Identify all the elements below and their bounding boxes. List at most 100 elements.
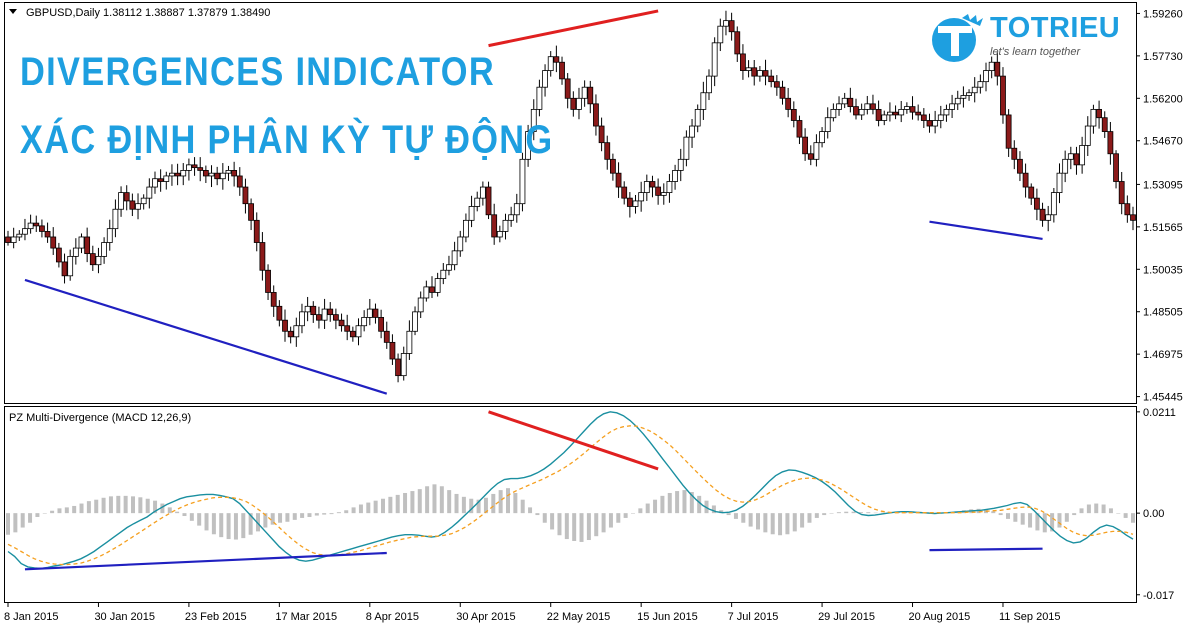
candle-bull <box>717 25 724 44</box>
histogram-bar <box>733 513 738 519</box>
histogram-bar <box>278 513 283 523</box>
candle-bull <box>321 308 328 321</box>
histogram-bar <box>476 499 481 514</box>
candle-bull <box>706 75 712 94</box>
candle-bull <box>638 192 645 202</box>
candle-bull <box>293 325 300 338</box>
histogram-bar <box>373 500 378 514</box>
candle-bear <box>270 292 277 307</box>
candle-bull <box>542 70 548 88</box>
histogram-bar <box>270 513 275 525</box>
candle-bear <box>236 175 243 188</box>
histogram-bar <box>631 513 635 514</box>
date-tick-label: 20 Aug 2015 <box>909 611 971 623</box>
histogram-bar <box>189 513 194 521</box>
candle-bear <box>1113 153 1119 182</box>
indicator-tick-label: 0.00 <box>1143 508 1164 520</box>
histogram-bar <box>682 490 687 514</box>
candle-bull <box>417 297 424 313</box>
candle-bear <box>5 236 11 243</box>
histogram-bar <box>483 497 488 514</box>
candle-bear <box>242 186 249 205</box>
histogram-bar <box>616 513 621 523</box>
candle-bear <box>751 67 758 77</box>
candle-bull <box>479 186 486 199</box>
candle-bear <box>259 242 266 271</box>
brand-logo[interactable]: TOTRIEU let's learn together <box>928 12 1120 64</box>
histogram-bar <box>748 513 753 527</box>
candle-bear <box>790 108 797 121</box>
logo-tagline: let's learn together <box>990 46 1081 58</box>
indicator-tick-label: -0.017 <box>1143 590 1174 602</box>
date-tick-label: 30 Jan 2015 <box>94 611 155 623</box>
title-line-2: XÁC ĐỊNH PHÂN KỲ TỰ ĐỘNG <box>20 118 554 162</box>
date-tick-label: 8 Jan 2015 <box>4 611 58 623</box>
symbol-dropdown-icon[interactable] <box>9 9 17 14</box>
candle-bull <box>169 172 175 177</box>
histogram-bar <box>42 513 47 514</box>
candle-bull <box>983 70 989 83</box>
candle-bull <box>1050 192 1057 216</box>
candle-bull <box>72 247 79 257</box>
histogram-bar <box>395 494 400 514</box>
candle-bull <box>700 92 707 110</box>
price-divergence-bearish <box>488 9 659 48</box>
candle-bear <box>191 164 198 169</box>
candle-bear <box>553 56 560 63</box>
candle-bull <box>988 61 995 71</box>
histogram-bar <box>689 492 694 514</box>
candle-bull <box>1062 158 1069 174</box>
histogram-bar <box>57 508 62 514</box>
price-divergence-bullish <box>24 278 388 395</box>
date-tick-label: 8 Apr 2015 <box>366 611 419 623</box>
candle-bear <box>174 172 181 177</box>
candle-bear <box>33 222 40 227</box>
candle-bull <box>463 219 469 238</box>
candle-bear <box>429 286 435 293</box>
candle-bear <box>1033 197 1040 210</box>
histogram-bar <box>1131 513 1135 523</box>
histogram-bar <box>829 513 834 514</box>
indicator-header: PZ Multi-Divergence (MACD 12,26,9) <box>9 412 191 424</box>
candle-bull <box>536 86 543 110</box>
histogram-bar <box>410 491 415 514</box>
candle-bear <box>197 167 204 171</box>
candle-bear <box>395 358 401 377</box>
candle-bull <box>355 325 362 338</box>
histogram-bar <box>866 512 871 514</box>
candle-bear <box>157 178 164 182</box>
candle-bear <box>389 341 396 360</box>
candle-bull <box>711 42 718 77</box>
candle-bear <box>1096 108 1102 119</box>
symbol-header: GBPUSD,Daily 1.38112 1.38887 1.37879 1.3… <box>26 7 270 19</box>
candle-bull <box>1079 145 1086 166</box>
candle-bear <box>807 153 814 160</box>
candle-bear <box>785 97 792 110</box>
candle-bear <box>915 111 922 116</box>
candle-bull <box>95 255 102 266</box>
histogram-bar <box>20 513 25 528</box>
histogram-bar <box>1064 513 1069 522</box>
histogram-bar <box>881 512 885 514</box>
candle-bull <box>10 236 17 243</box>
histogram-bar <box>1101 504 1106 514</box>
candle-bear <box>327 308 334 316</box>
histogram-bar <box>991 511 996 514</box>
price-divergence-bullish <box>929 220 1043 241</box>
histogram-bar <box>1057 513 1062 528</box>
candle-bear <box>779 86 786 99</box>
histogram-bar <box>469 498 474 514</box>
candle-bear <box>316 314 322 321</box>
candle-bull <box>903 106 910 110</box>
candle-bull <box>180 170 187 177</box>
candle-bear <box>50 236 57 249</box>
histogram-bar <box>550 513 555 530</box>
histogram-bar <box>1013 513 1018 522</box>
histogram-bar <box>601 513 606 533</box>
histogram-bar <box>285 513 290 522</box>
price-tick-label: 1.54670 <box>1143 136 1183 148</box>
candle-bear <box>276 305 283 321</box>
histogram-bar <box>608 513 613 528</box>
histogram-bar <box>763 513 768 533</box>
candle-bull <box>366 308 373 318</box>
